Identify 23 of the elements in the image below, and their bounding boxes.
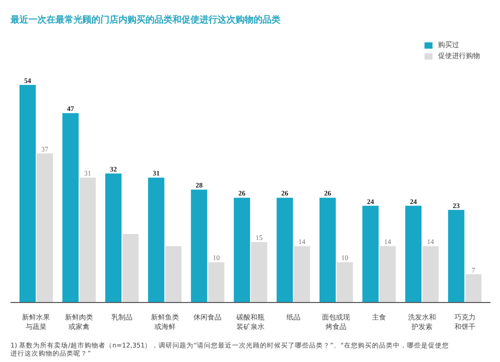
bar <box>448 210 464 302</box>
bar <box>320 198 336 302</box>
chart-title: 最近一次在最常光顾的门店内购买的品类和促使进行这次购物的品类 <box>10 14 280 26</box>
bar <box>122 234 139 302</box>
bar <box>362 206 379 302</box>
bar <box>148 178 164 302</box>
bar <box>465 274 482 302</box>
bar <box>294 246 310 302</box>
bar <box>62 113 79 302</box>
bar <box>422 246 439 302</box>
bar <box>36 153 53 302</box>
bar <box>20 84 36 302</box>
bar <box>105 174 122 302</box>
bar <box>276 198 293 302</box>
bar <box>336 262 353 302</box>
bar <box>380 246 396 302</box>
bar <box>80 178 96 302</box>
bar <box>165 246 182 302</box>
bar <box>234 198 250 302</box>
bar <box>190 190 208 302</box>
bar <box>405 206 422 302</box>
bar <box>208 262 224 302</box>
bar <box>250 242 268 302</box>
